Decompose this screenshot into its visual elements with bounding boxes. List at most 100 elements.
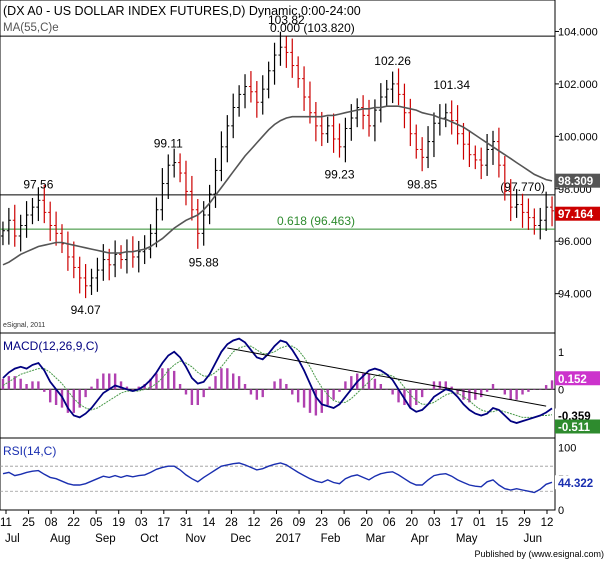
macd-hist-bar-93 — [550, 380, 554, 390]
macd-hist-bar-14 — [84, 389, 87, 398]
macd-hist-bar-39 — [232, 373, 235, 390]
macd-hist-bar-50 — [296, 389, 300, 403]
macd-hist-bar-0 — [1, 378, 5, 390]
macd-hist-bar-19 — [113, 373, 117, 390]
macd-hist-bar-6 — [37, 381, 40, 390]
price-annotation-8: 101.34 — [433, 78, 470, 92]
rsi-ytick-label-0: 100 — [558, 442, 576, 454]
footer-credit: Published by (www.esignal.com) — [474, 549, 604, 559]
macd-hist-bar-89 — [527, 389, 530, 392]
x-day-label-3: 22 — [67, 517, 80, 529]
x-day-label-15: 06 — [338, 517, 351, 529]
macd-hist-bar-66 — [391, 389, 394, 395]
macd-hist-bar-35 — [208, 386, 211, 390]
x-day-label-13: 09 — [293, 517, 306, 529]
macd-hist-bar-31 — [184, 389, 188, 395]
rsi-legend-label: RSI(14,C) — [3, 444, 56, 458]
price-annotation-7: 98.85 — [407, 178, 437, 192]
macd-hist-bar-45 — [267, 389, 270, 390]
macd-hist-bar-86 — [509, 389, 512, 400]
x-day-label-24: 12 — [541, 517, 554, 529]
x-day-label-22: 15 — [496, 517, 509, 529]
macd-hist-bar-40 — [237, 376, 241, 390]
x-month-label-7: Feb — [321, 533, 341, 545]
macd-hist-bar-80 — [474, 389, 477, 400]
macd-hist-bar-85 — [503, 389, 507, 395]
last-ma-tag-bg — [555, 173, 600, 188]
x-day-label-19: 03 — [428, 517, 441, 529]
macd-trendline — [227, 347, 547, 407]
macd-hist-bar-12 — [72, 389, 76, 413]
macd-hist-bar-42 — [249, 389, 253, 395]
price-annotation-1: 94.07 — [71, 303, 101, 317]
macd-hist-bar-8 — [48, 389, 52, 403]
macd-hist-bar-78 — [462, 389, 465, 400]
macd-hist-bar-5 — [31, 381, 34, 390]
macd-hist-bar-46 — [273, 381, 276, 390]
macd-hist-bar-77 — [456, 389, 459, 395]
x-month-label-11: Jun — [523, 533, 542, 545]
chart-title: (DX A0 - US DOLLAR INDEX FUTURES,D) Dyna… — [3, 4, 361, 18]
macd-hist-bar-2 — [13, 376, 16, 390]
macd-hist-bar-17 — [102, 373, 105, 390]
macd-hist-bar-33 — [196, 389, 199, 405]
price-ytick-label-2: 100.000 — [558, 131, 598, 143]
macd-line — [2, 337, 553, 424]
macd-hist-bar-65 — [385, 389, 388, 390]
last-macd-tag: -0.511 — [558, 422, 591, 434]
macd-hist-bar-67 — [397, 389, 400, 403]
price-ytick-label-4: 96.000 — [558, 236, 592, 248]
macd-hist-bar-20 — [119, 381, 123, 390]
macd-hist-bar-54 — [320, 389, 323, 413]
price-ytick-label-5: 94.000 — [558, 289, 592, 301]
last-ma-tag: 98.309 — [558, 176, 593, 188]
macd-ytick-label-1: 0 — [558, 384, 564, 396]
x-month-label-6: 2017 — [276, 533, 302, 545]
macd-hist-bar-71 — [420, 389, 424, 398]
macd-hist-bar-41 — [243, 384, 247, 390]
macd-hist-bar-38 — [226, 368, 229, 390]
last-macd-tag-bg — [555, 419, 600, 434]
macd-hist-bar-61 — [361, 373, 365, 390]
macd-hist-bar-79 — [468, 389, 471, 403]
macd-hist-bar-11 — [66, 389, 70, 413]
x-month-label-5: Dec — [230, 533, 251, 545]
macd-hist-bar-3 — [19, 378, 22, 390]
last-signal-tag-bg — [555, 408, 600, 423]
macd-hist-bar-7 — [43, 389, 46, 392]
macd-hist-bar-4 — [25, 384, 28, 390]
x-day-label-5: 19 — [112, 517, 125, 529]
macd-hist-bar-30 — [178, 384, 182, 390]
macd-hist-bar-83 — [491, 384, 495, 390]
price-annotation-2: 99.11 — [154, 137, 183, 151]
price-panel: 104.000102.000100.00098.00096.00094.0000… — [0, 0, 600, 334]
price-ytick-label-0: 104.000 — [558, 26, 598, 38]
last-price-tag: 97.164 — [558, 209, 594, 221]
macd-hist-bar-21 — [125, 386, 129, 390]
last-price-tag-bg — [555, 206, 600, 221]
macd-hist-bar-44 — [261, 389, 264, 398]
x-day-label-17: 06 — [383, 517, 396, 529]
macd-hist-bar-37 — [220, 368, 223, 390]
x-day-label-2: 08 — [45, 517, 58, 529]
x-day-label-23: 29 — [518, 517, 531, 529]
price-annotation-5: 99.23 — [324, 168, 354, 182]
last-rsi-tag-bg — [555, 475, 600, 490]
macd-hist-bar-27 — [161, 368, 164, 390]
macd-ytick-label-0: 1 — [558, 347, 564, 359]
x-day-label-14: 23 — [315, 517, 328, 529]
last-hist-tag: 0.152 — [558, 374, 587, 386]
x-day-label-16: 20 — [360, 517, 373, 529]
macd-hist-bar-28 — [167, 368, 170, 390]
macd-hist-bar-48 — [285, 384, 288, 390]
macd-hist-bar-51 — [302, 389, 306, 408]
x-day-label-20: 17 — [450, 517, 463, 529]
x-day-label-1: 25 — [22, 517, 35, 529]
macd-hist-bar-84 — [497, 389, 501, 390]
macd-hist-bar-87 — [515, 389, 518, 400]
macd-hist-bar-26 — [155, 373, 158, 390]
macd-hist-bar-69 — [409, 389, 412, 408]
macd-hist-bar-88 — [521, 389, 524, 395]
macd-hist-bar-63 — [373, 378, 377, 390]
x-month-label-10: May — [456, 533, 478, 545]
